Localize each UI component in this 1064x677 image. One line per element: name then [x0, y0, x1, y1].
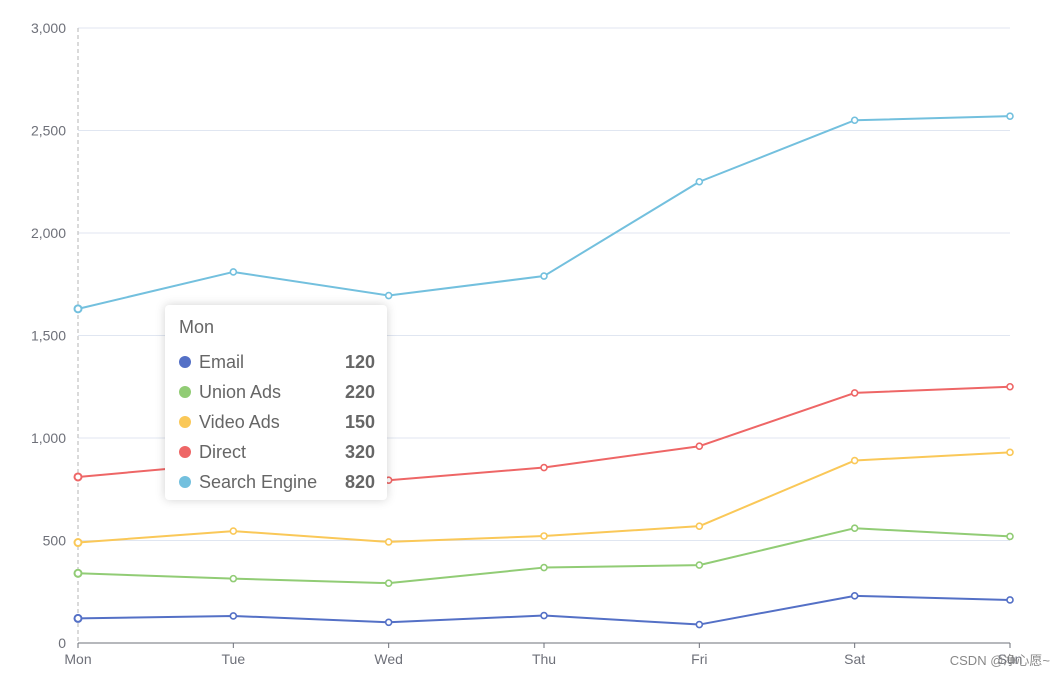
tooltip-row-email: Email 120 — [179, 347, 375, 377]
x-tick-label: Thu — [532, 651, 556, 667]
tooltip-series-value: 320 — [344, 441, 375, 462]
series-line — [77, 594, 1011, 626]
tooltip-series-value: 150 — [344, 411, 375, 432]
x-tick-label: Sat — [844, 651, 865, 667]
data-point[interactable] — [850, 116, 859, 125]
data-point[interactable] — [850, 389, 859, 397]
data-point[interactable] — [229, 612, 238, 620]
data-point[interactable] — [540, 611, 548, 620]
x-tick-label: Tue — [222, 651, 246, 667]
data-point[interactable] — [540, 532, 548, 540]
tooltip-series-value: 220 — [344, 381, 375, 402]
series-video-ads — [73, 448, 1014, 548]
data-point[interactable] — [229, 527, 238, 535]
data-point[interactable] — [73, 472, 83, 482]
data-point[interactable] — [695, 442, 704, 451]
tooltip-row-video-ads: Video Ads 150 — [179, 407, 375, 437]
y-tick-label: 3,000 — [31, 20, 66, 36]
y-tick-label: 1,000 — [31, 430, 66, 446]
data-point[interactable] — [229, 574, 238, 583]
tooltip-series-value: 120 — [344, 351, 375, 372]
data-point[interactable] — [850, 456, 859, 465]
data-point[interactable] — [1006, 448, 1014, 457]
y-tick-label: 0 — [58, 635, 66, 651]
axes: 0 500 1,000 1,500 2,000 2,500 3,000 Mon Tue Wed Th… — [31, 20, 1023, 667]
tooltip-series-value: 820 — [344, 471, 375, 492]
data-point[interactable] — [695, 522, 704, 530]
data-point[interactable] — [540, 272, 548, 280]
tooltip-row-direct: Direct 320 — [179, 437, 375, 467]
x-tick-label: Mon — [64, 651, 91, 667]
data-point[interactable] — [695, 561, 704, 569]
tooltip-dot — [179, 416, 191, 428]
series-search-engine — [73, 112, 1014, 314]
tooltip-series-name: Search Engine — [199, 471, 318, 492]
tooltip-dot — [179, 476, 191, 488]
tooltip-series-name: Video Ads — [199, 411, 280, 432]
watermark: CSDN @净心愿~ — [949, 653, 1050, 668]
data-point[interactable] — [384, 618, 393, 627]
tooltip-series-name: Direct — [199, 441, 247, 462]
data-point[interactable] — [850, 592, 859, 600]
x-tick-label: Fri — [691, 651, 707, 667]
tooltip: Mon Email 120 Union Ads 220 Video Ads 15… — [165, 305, 387, 500]
tooltip-series-name: Union Ads — [199, 381, 282, 402]
data-point[interactable] — [1006, 532, 1014, 541]
data-point[interactable] — [73, 538, 83, 548]
data-point[interactable] — [384, 538, 393, 546]
tooltip-dot — [179, 446, 191, 458]
y-tick-label: 2,500 — [31, 123, 66, 139]
tooltip-dot — [179, 386, 191, 398]
data-point[interactable] — [1006, 382, 1014, 391]
data-point[interactable] — [540, 563, 548, 572]
data-point[interactable] — [1006, 596, 1014, 604]
tooltip-series-name: Email — [199, 351, 245, 372]
x-tick-label: Sun — [998, 651, 1023, 667]
data-point[interactable] — [384, 579, 393, 587]
data-point[interactable] — [73, 304, 83, 314]
data-point[interactable] — [695, 177, 704, 186]
data-point[interactable] — [229, 268, 238, 276]
data-point[interactable] — [695, 620, 704, 629]
series-lines — [73, 112, 1014, 629]
tooltip-row-union-ads: Union Ads 220 — [179, 377, 375, 407]
data-point[interactable] — [384, 291, 393, 300]
data-point[interactable] — [73, 613, 83, 623]
tooltip-title: Mon — [179, 317, 215, 337]
data-point[interactable] — [73, 568, 83, 578]
series-union-ads — [73, 524, 1014, 587]
series-email — [73, 592, 1014, 629]
y-tick-label: 1,500 — [31, 328, 66, 344]
data-point[interactable] — [850, 524, 859, 533]
tooltip-dot — [179, 356, 191, 368]
x-tick-label: Wed — [374, 651, 403, 667]
data-point[interactable] — [1006, 112, 1014, 120]
tooltip-row-search-engine: Search Engine 820 — [179, 467, 375, 497]
y-tick-label: 500 — [43, 533, 67, 549]
series-line — [77, 115, 1011, 310]
y-tick-label: 2,000 — [31, 225, 66, 241]
data-point[interactable] — [540, 463, 548, 472]
